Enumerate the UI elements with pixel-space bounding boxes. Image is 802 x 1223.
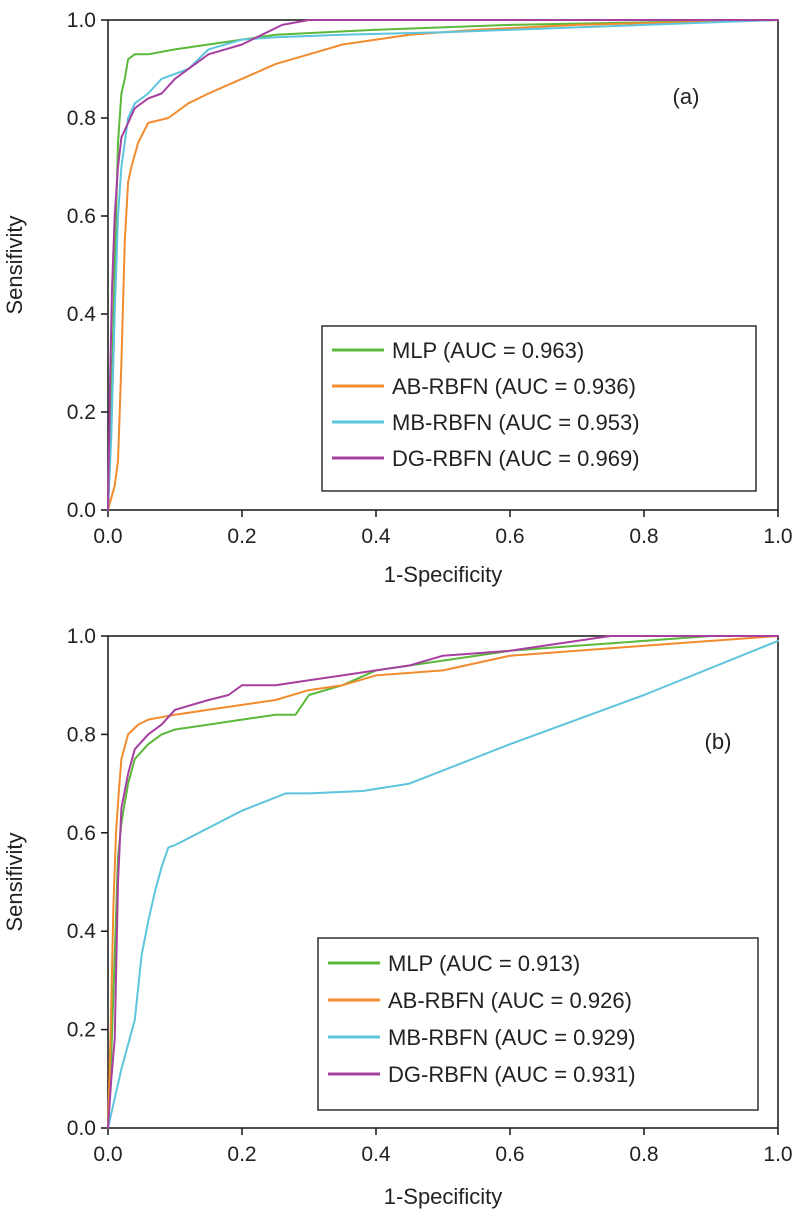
panel-tag: (a)	[673, 84, 700, 109]
y-tick-label: 0.2	[67, 401, 96, 424]
x-tick-label: 0.0	[93, 525, 122, 548]
x-tick-label: 1.0	[763, 525, 792, 548]
roc-curve-4	[107, 635, 779, 1129]
legend-label: MLP (AUC = 0.913)	[388, 951, 580, 976]
x-tick-label: 0.8	[629, 525, 658, 548]
x-tick-label: 1.0	[763, 1143, 792, 1166]
panel-tag: (b)	[705, 729, 732, 754]
legend-box	[321, 325, 757, 492]
plot-frame	[107, 635, 779, 1129]
legend-label: AB-RBFN (AUC = 0.936)	[392, 374, 636, 399]
x-tick-label: 0.6	[495, 525, 524, 548]
x-axis-label: 1-Specificity	[384, 1184, 503, 1209]
x-tick-label: 0.4	[361, 525, 391, 548]
legend-label: AB-RBFN (AUC = 0.926)	[388, 988, 632, 1013]
legend-label: DG-RBFN (AUC = 0.969)	[392, 446, 640, 471]
y-tick-label: 0.4	[67, 920, 97, 943]
legend-label: MB-RBFN (AUC = 0.953)	[392, 410, 640, 435]
legend: MLP (AUC = 0.963) AB-RBFN (AUC = 0.936) MB…	[321, 325, 757, 492]
roc-panel-b: 0.0 0.2 0.4 0.6 0.8 1.0 0.0 0.2 0.4 0.6 0.8 1.0 1-Sp…	[2, 625, 793, 1209]
roc-curve-4	[107, 19, 779, 511]
roc-curve-3	[107, 639, 779, 1129]
y-tick-label: 0.0	[67, 1117, 96, 1140]
y-tick-label: 0.8	[67, 107, 96, 130]
roc-curve-3	[107, 19, 779, 511]
y-tick-label: 0.4	[67, 303, 97, 326]
y-axis-label: Sensifivity	[2, 832, 27, 931]
y-tick-label: 0.6	[67, 205, 96, 228]
x-axis-label: 1-Specificity	[384, 562, 503, 587]
y-tick-label: 1.0	[67, 625, 96, 648]
roc-curve-2	[107, 635, 779, 1129]
x-tick-label: 0.6	[495, 1143, 524, 1166]
legend-box	[317, 937, 759, 1111]
y-tick-label: 0.2	[67, 1019, 96, 1042]
x-tick-label: 0.8	[629, 1143, 658, 1166]
x-tick-label: 0.4	[361, 1143, 391, 1166]
y-tick-label: 0.6	[67, 822, 96, 845]
legend-label: DG-RBFN (AUC = 0.931)	[388, 1062, 636, 1087]
legend: MLP (AUC = 0.913) AB-RBFN (AUC = 0.926) MB…	[317, 937, 759, 1111]
x-tick-label: 0.0	[93, 1143, 122, 1166]
legend-label: MLP (AUC = 0.963)	[392, 338, 584, 363]
y-tick-label: 0.0	[67, 499, 96, 522]
y-tick-label: 1.0	[67, 9, 96, 32]
x-tick-label: 0.2	[227, 1143, 256, 1166]
y-axis-label: Sensifivity	[2, 215, 27, 314]
legend-label: MB-RBFN (AUC = 0.929)	[388, 1025, 636, 1050]
y-tick-label: 0.8	[67, 723, 96, 746]
roc-panel-a: 0.0 0.2 0.4 0.6 0.8 1.0 0.0 0.2 0.4 0.6 0.8 1.0 1-Sp…	[2, 9, 793, 587]
x-tick-label: 0.2	[227, 525, 256, 548]
